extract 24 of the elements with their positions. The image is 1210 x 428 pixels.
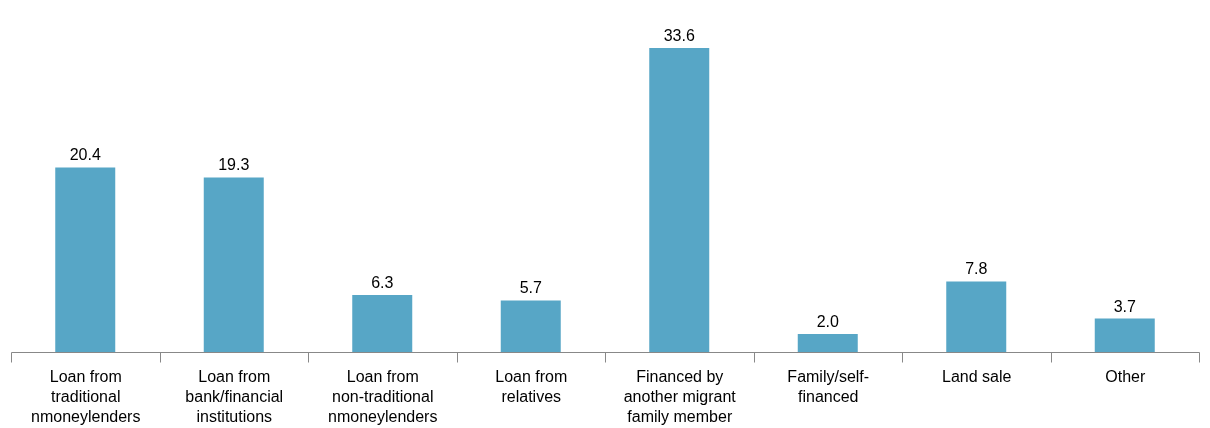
x-tick-label: Loan from bank/financial institutions bbox=[185, 367, 284, 425]
data-label: 5.7 bbox=[519, 279, 542, 297]
bar bbox=[1094, 318, 1155, 352]
x-tick-label: Loan from non-traditional nmoneylenders bbox=[328, 367, 438, 425]
x-tick-label: Loan from relatives bbox=[495, 367, 568, 405]
bar bbox=[649, 48, 710, 352]
bar bbox=[500, 300, 561, 352]
data-label: 2.0 bbox=[816, 312, 839, 330]
x-tick-label: Other bbox=[1105, 367, 1146, 385]
bar bbox=[352, 295, 413, 352]
data-label: 7.8 bbox=[965, 260, 988, 278]
bar bbox=[203, 177, 264, 352]
data-label: 3.7 bbox=[1113, 297, 1136, 315]
x-tick-label: Land sale bbox=[942, 367, 1012, 385]
x-tick-label: Loan from traditional nmoneylenders bbox=[31, 367, 141, 425]
data-label: 19.3 bbox=[218, 156, 250, 174]
data-label: 33.6 bbox=[663, 27, 695, 44]
x-tick-label: Financed by another migrant family member bbox=[623, 367, 737, 425]
data-label: 6.3 bbox=[371, 274, 394, 291]
bar bbox=[797, 333, 858, 352]
bar bbox=[55, 167, 116, 352]
data-label: 20.4 bbox=[69, 146, 101, 164]
bar bbox=[946, 281, 1007, 352]
x-tick-label: Family/self-financed bbox=[787, 367, 870, 405]
